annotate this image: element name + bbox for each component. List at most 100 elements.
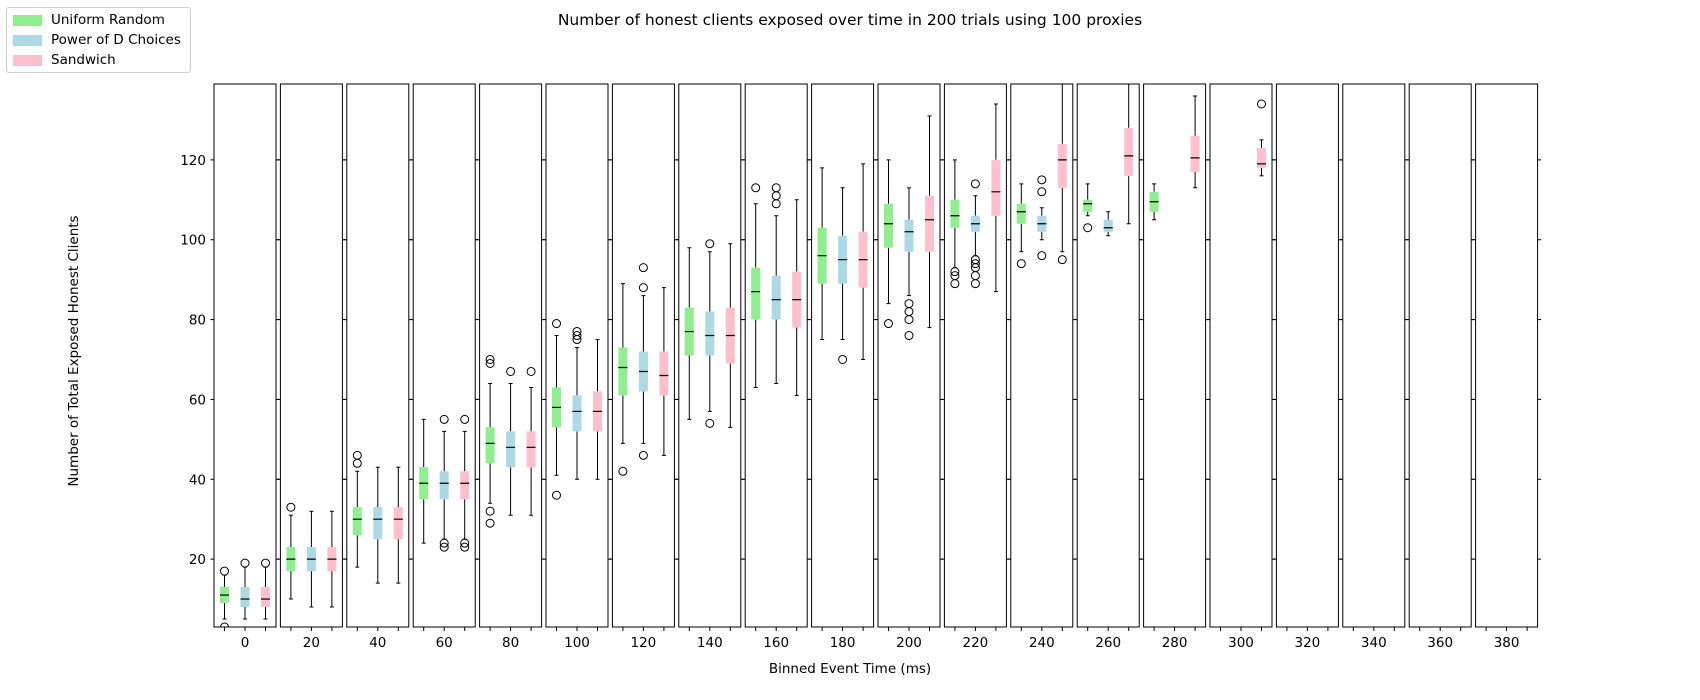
chart-title: Number of honest clients exposed over ti… [557,11,1143,29]
legend-item-power-of-d-choices: Power of D Choices [13,31,181,49]
outlier-uniform-random [751,183,761,193]
outlier-power-of-d-choices [240,558,250,568]
outlier-power-of-d-choices [638,263,648,273]
legend-item-sandwich: Sandwich [13,51,116,69]
outlier-power-of-d-choices [1037,175,1047,185]
box-sandwich [925,195,934,252]
box-power-of-d-choices [439,471,449,500]
box-power-of-d-choices [904,219,914,252]
panel-frame [213,83,277,628]
box-power-of-d-choices [506,431,516,468]
panel-180-marks [817,163,868,364]
box-power-of-d-choices [771,275,781,320]
legend-label: Sandwich [51,52,116,68]
outlier-power-of-d-choices [638,450,648,460]
outlier-power-of-d-choices [771,191,781,201]
box-sandwich [991,159,1001,216]
outlier-power-of-d-choices [506,366,516,376]
box-power-of-d-choices [1103,219,1113,232]
outlier-uniform-random [485,358,495,368]
box-power-of-d-choices [240,587,250,608]
outlier-uniform-random [352,458,362,468]
box-uniform-random [950,199,960,228]
outlier-power-of-d-choices [970,259,980,269]
box-sandwich [1190,135,1200,172]
panel-frame [877,83,941,628]
panel-80-marks [485,354,536,528]
outlier-uniform-random [485,518,495,528]
x-tick-label: 60 [436,635,453,651]
legend-label: Power of D Choices [51,32,181,48]
outlier-power-of-d-choices [439,538,449,548]
box-sandwich [460,471,470,500]
outlier-sandwich [460,414,470,424]
panel-frame [1342,83,1406,628]
box-sandwich [526,431,536,468]
outlier-uniform-random [352,450,362,460]
x-tick-label: 260 [1095,635,1121,651]
outlier-uniform-random [950,279,960,289]
outlier-power-of-d-choices [970,279,980,289]
outlier-power-of-d-choices [705,239,715,249]
outlier-sandwich [1057,255,1067,265]
outlier-sandwich [526,366,536,376]
x-tick-label: 100 [564,635,590,651]
panel-140-marks [684,239,735,428]
x-tick-label: 340 [1361,635,1387,651]
outlier-power-of-d-choices [1037,187,1047,197]
x-tick-label: 300 [1228,635,1254,651]
outlier-uniform-random [552,319,561,329]
x-tick-label: 200 [896,635,922,651]
panel-60-marks [419,414,470,552]
legend-swatch-sandwich [13,54,42,66]
panel-frame [412,83,476,628]
outlier-power-of-d-choices [572,327,582,337]
y-tick-label: 20 [189,552,206,568]
box-uniform-random [485,427,495,464]
legend-swatch-uniform-random [13,14,42,26]
x-tick-label: 180 [830,635,856,651]
outlier-uniform-random [1016,259,1026,269]
panel-frame [1475,83,1539,628]
outlier-power-of-d-choices [439,414,449,424]
box-power-of-d-choices [373,507,383,540]
x-tick-label: 20 [303,635,320,651]
outlier-power-of-d-choices [1037,251,1047,261]
x-tick-label: 40 [369,635,386,651]
box-uniform-random [352,507,362,536]
panel-100-marks [552,319,602,500]
box-uniform-random [751,267,761,320]
outlier-power-of-d-choices [904,331,914,341]
outlier-power-of-d-choices [638,283,648,293]
y-tick-label: 80 [189,313,206,329]
outlier-power-of-d-choices [771,183,781,193]
outlier-uniform-random [220,622,229,627]
outlier-power-of-d-choices [904,307,914,317]
panel-260-marks [1083,84,1134,237]
box-sandwich [393,507,403,540]
y-tick-label: 40 [189,472,206,488]
outlier-power-of-d-choices [439,542,449,552]
panel-240-marks [1016,84,1067,269]
panel-20-marks [286,502,337,608]
panel-280-marks [1149,95,1200,221]
x-tick-label: 320 [1295,635,1321,651]
box-sandwich [1124,127,1134,176]
outlier-uniform-random [485,506,495,516]
outlier-uniform-random [485,354,495,364]
x-tick-label: 140 [697,635,723,651]
box-sandwich [1257,147,1266,168]
panel-200-marks [884,115,934,341]
outlier-power-of-d-choices [970,271,980,281]
panel-40-marks [352,450,403,584]
x-tick-label: 360 [1427,635,1453,651]
box-sandwich [659,351,669,396]
x-axis-label: Binned Event Time (ms) [768,661,932,677]
outlier-uniform-random [220,566,229,576]
x-tick-label: 220 [963,635,989,651]
outlier-uniform-random [1083,223,1093,233]
panel-frame [1275,83,1339,628]
outlier-power-of-d-choices [771,199,781,209]
